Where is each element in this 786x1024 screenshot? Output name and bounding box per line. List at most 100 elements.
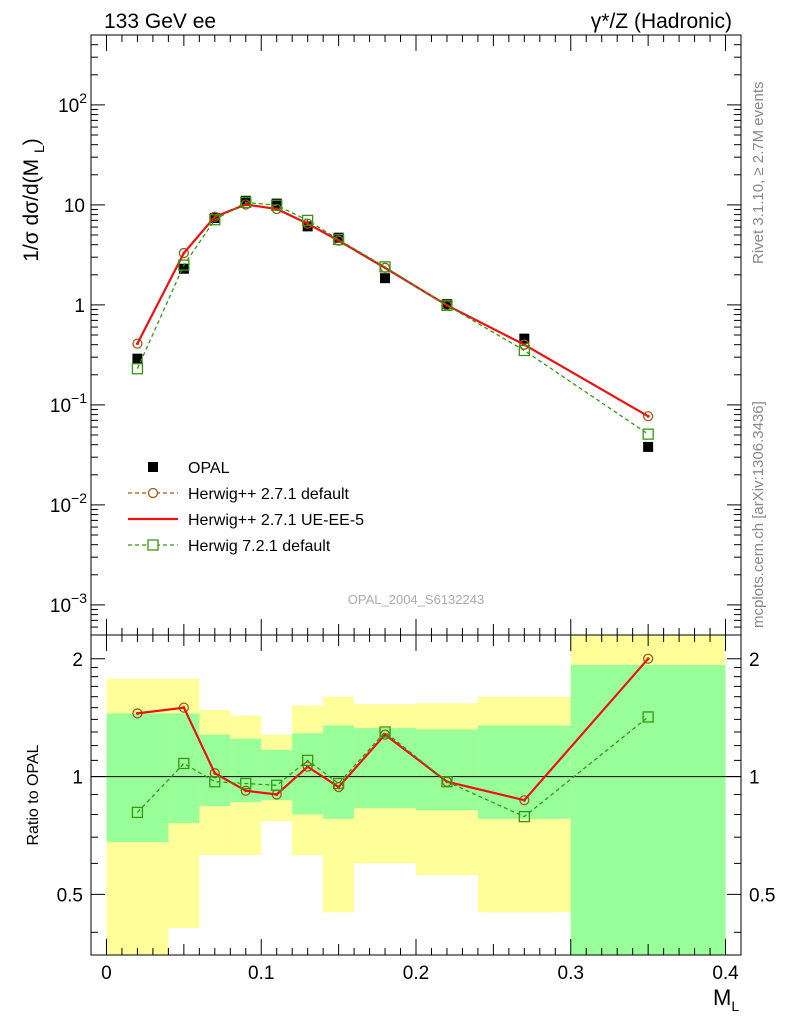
legend-marker-opal [148, 462, 158, 472]
ratio-ue-ee5-marker [213, 771, 217, 775]
main-y-tick-label: 10 [64, 196, 85, 217]
x-axis-label: ML [713, 985, 739, 1014]
ue-ee5-marker [306, 222, 310, 226]
ratio-herwig7-marker [642, 711, 654, 723]
ratio-herwig7-marker [379, 726, 391, 738]
ratio-herwig-default-marker [209, 768, 220, 779]
ratio-ue-ee5-marker [383, 733, 387, 737]
ratio-herwig7-marker [271, 779, 283, 791]
uncertainty-band-inner [416, 729, 478, 811]
ratio-y-tick-label-right: 1 [749, 768, 760, 789]
main-y-axis-label-main: 1/σ dσ/d(M [20, 159, 43, 262]
analysis-watermark: OPAL_2004_S6132243 [348, 592, 484, 607]
ue-ee5-marker [182, 251, 186, 255]
herwig7-marker [271, 199, 283, 211]
uncertainty-band-inner [106, 713, 169, 843]
uncertainty-band-inner [354, 728, 416, 809]
ratio-herwig7-marker [332, 777, 345, 790]
x-tick-label: 0.3 [558, 963, 584, 984]
ratio-y-tick-label-left: 2 [72, 650, 83, 671]
herwig-default-marker [132, 338, 143, 349]
main-y-tick-label: 102 [58, 90, 87, 117]
herwig7-marker [518, 344, 530, 357]
uncertainty-band-inner [570, 664, 726, 955]
ratio-herwig7-marker [518, 810, 530, 823]
ue-ee5-marker [244, 202, 248, 206]
x-tick-label: 0.2 [403, 963, 429, 984]
legend-marker-square [147, 539, 159, 551]
opal-data-point [643, 441, 654, 452]
legend-label: Herwig++ 2.7.1 UE-EE-5 [188, 512, 364, 529]
uncertainty-band-inner [261, 749, 293, 801]
opal-data-point [519, 333, 530, 344]
ratio-ue-ee5-marker [135, 711, 139, 715]
main-y-tick-label: 10−3 [50, 590, 87, 617]
legend-marker-circle [147, 487, 159, 499]
ratio-y-tick-label-left: 0.5 [57, 885, 83, 906]
x-axis-label-sub: L [731, 998, 739, 1014]
mcplots-label: mcplots.cern.ch [arXiv:1306.3436] [750, 401, 767, 628]
legend-label: Herwig 7.2.1 default [188, 538, 331, 555]
herwig-default-marker [519, 339, 530, 350]
ratio-ue-ee5-marker [646, 657, 650, 661]
series-line-solid [136, 203, 649, 418]
ratio-herwig7-marker [131, 806, 144, 819]
header-right-label: γ*/Z (Hadronic) [591, 10, 732, 33]
ratio-herwig7-marker [240, 777, 252, 790]
herwig7-marker [642, 428, 654, 440]
ue-ee5-marker [213, 215, 217, 219]
legend-label: OPAL [188, 460, 230, 477]
herwig7-marker [209, 214, 221, 226]
herwig7-marker [302, 214, 314, 227]
opal-data-point [240, 195, 251, 206]
herwig7-marker [332, 233, 345, 246]
x-axis-label-main: M [713, 985, 731, 1010]
series-line-dashed-circle [136, 203, 649, 417]
ratio-y-tick-label-right: 0.5 [749, 885, 775, 906]
ratio-ue-ee5-marker [337, 785, 341, 789]
opal-data-point [302, 221, 313, 232]
main-y-tick-label: 10−1 [50, 390, 87, 417]
ratio-herwig7-marker [178, 757, 190, 770]
ratio-y-tick-label-right: 2 [749, 650, 760, 671]
herwig-default-marker [178, 247, 190, 259]
ratio-herwig-default-marker [642, 653, 654, 664]
main-plot-panel: 10−3 10−2 10−1 1 10 102 [50, 34, 742, 636]
herwig7-marker [441, 299, 453, 311]
ue-ee5-marker [135, 342, 139, 346]
legend: OPAL Herwig++ 2.7.1 default Herwig++ 2.7.1… [128, 460, 364, 555]
ue-ee5-marker [445, 303, 449, 307]
rivet-label: Rivet 3.1.10, ≥ 2.7M events [750, 82, 767, 265]
x-tick-label: 0.4 [712, 963, 739, 984]
ratio-ue-ee5-marker [182, 706, 186, 710]
opal-data-point [271, 198, 282, 209]
ratio-herwig7-marker [302, 754, 314, 767]
uncertainty-band-inner [199, 734, 231, 807]
herwig7-marker [240, 196, 252, 209]
main-y-tick-label: 1 [74, 296, 85, 317]
legend-label: Herwig++ 2.7.1 default [188, 486, 350, 503]
header-left-label: 133 GeV ee [104, 10, 216, 33]
main-y-axis-label-sub: L [31, 145, 47, 153]
x-tick-label: 0.1 [248, 963, 274, 984]
opal-data-point [333, 232, 344, 243]
ratio-herwig7-marker [441, 776, 453, 788]
ratio-ue-ee5-marker [522, 798, 526, 802]
ratio-herwig-default-marker [302, 761, 313, 772]
main-y-tick-label: 10−2 [50, 490, 87, 517]
main-y-axis-label-close: ) [20, 138, 43, 145]
ratio-plot-panel: 0.5 0.5 1 1 2 2 0 0.1 0.2 0.3 0.4 [57, 634, 775, 984]
ratio-ue-ee5-marker [275, 792, 279, 796]
herwig7-marker [131, 363, 144, 375]
ue-ee5-marker [646, 414, 650, 418]
ratio-ue-ee5-marker [244, 789, 248, 793]
opal-data-point [380, 273, 391, 284]
main-y-axis-label: 1/σ dσ/d(M L) [20, 138, 47, 262]
herwig7-marker [379, 261, 391, 273]
ue-ee5-marker [337, 239, 341, 243]
ratio-herwig7-marker [209, 776, 221, 788]
opal-data-point [178, 263, 189, 274]
herwig-default-marker [642, 411, 654, 422]
opal-data-point [132, 353, 143, 364]
